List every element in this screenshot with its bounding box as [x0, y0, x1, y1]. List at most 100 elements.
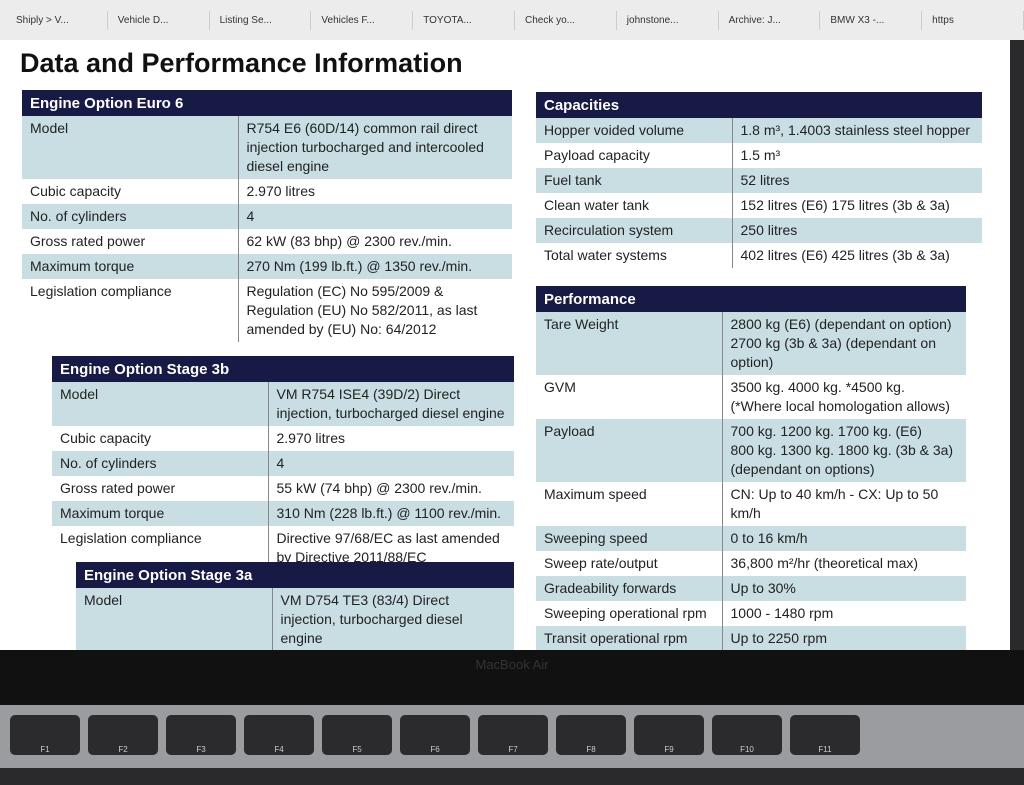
- row-label: Sweep rate/output: [544, 555, 658, 571]
- table-row: Transit operational rpm Up to 2250 rpm: [536, 626, 966, 650]
- table-heading-blank: [722, 286, 966, 312]
- table-row: Model VM D754 TE3 (83/4) Direct injection…: [76, 588, 514, 650]
- table-row: Recirculation system 250 litres: [536, 218, 982, 243]
- row-label: Payload: [536, 419, 722, 482]
- row-value: 152 litres (E6) 175 litres (3b & 3a): [731, 193, 982, 218]
- browser-tab[interactable]: Archive: J...: [723, 10, 821, 30]
- table-row: Cubic capacity 2.970 litres: [22, 179, 512, 204]
- browser-tab[interactable]: Check yo...: [519, 10, 617, 30]
- bezel: MacBook Air: [0, 650, 1024, 705]
- spec-table: Performance Tare Weight 2800 kg (E6) (depe…: [536, 286, 966, 650]
- table-heading: Engine Option Stage 3a: [76, 562, 272, 588]
- key: F5: [322, 715, 392, 755]
- browser-tab[interactable]: Vehicle D...: [112, 10, 210, 30]
- table-row: Maximum speed CN: Up to 40 km/h - CX: Up …: [536, 482, 966, 526]
- row-label: Model: [76, 588, 272, 650]
- row-value: CN: Up to 40 km/h - CX: Up to 50 km/h: [721, 482, 966, 526]
- key: F3: [166, 715, 236, 755]
- browser-tab[interactable]: johnstone...: [621, 10, 719, 30]
- table-row: Gross rated power 62 kW (83 bhp) @ 2300 r…: [22, 229, 512, 254]
- header-row: Performance: [536, 286, 966, 312]
- header-row: Engine Option Euro 6: [22, 90, 512, 116]
- row-label: Total water systems: [544, 247, 667, 263]
- row-label: Legislation compliance: [30, 283, 172, 299]
- value-line: 800 kg. 1300 kg. 1800 kg. (3b & 3a): [730, 442, 954, 458]
- table-heading-blank: [238, 90, 512, 116]
- table-heading: Engine Option Stage 3b: [52, 356, 268, 382]
- spec-table: Engine Option Euro 6 Model R754 E6 (60D/14…: [22, 90, 512, 342]
- table-heading-blank: [268, 356, 514, 382]
- row-label: Recirculation system: [536, 218, 732, 243]
- header-row: Engine Option Stage 3b: [52, 356, 514, 382]
- row-label: Transit operational rpm: [536, 626, 722, 650]
- row-label: No. of cylinders: [22, 204, 238, 229]
- key: F6: [400, 715, 470, 755]
- tab-bar: Shiply > V... Vehicle D... Listing Se... Ve…: [0, 0, 1024, 40]
- row-value: 4: [267, 451, 514, 476]
- row-value: Regulation (EC) No 595/2009 & Regulation…: [237, 279, 512, 342]
- row-value: VM R754 ISE4 (39D/2) Direct injection, t…: [267, 382, 514, 426]
- row-label: Gross rated power: [30, 233, 146, 249]
- row-value: 250 litres: [731, 218, 982, 243]
- row-value: 52 litres: [731, 168, 982, 193]
- table-row: No. of cylinders 4: [22, 204, 512, 229]
- table-row: Model R754 E6 (60D/14) common rail direct…: [22, 116, 512, 179]
- row-label: Clean water tank: [544, 197, 650, 213]
- row-value: 1000 - 1480 rpm: [721, 601, 966, 626]
- browser-tab[interactable]: https: [926, 10, 1024, 30]
- table-row: Hopper voided volume 1.8 m³, 1.4003 stain…: [536, 118, 982, 143]
- keyboard: F1 F2 F3 F4 F5 F6 F7 F8 F9 F10 F11: [0, 705, 1024, 768]
- value-line: 3500 kg. 4000 kg. *4500 kg.: [730, 379, 905, 395]
- row-value: 55 kW (74 bhp) @ 2300 rev./min.: [267, 476, 514, 501]
- browser-tab[interactable]: BMW X3 -...: [824, 10, 923, 30]
- row-label: Model: [22, 116, 238, 179]
- value-line: 700 kg. 1200 kg. 1700 kg. (E6): [730, 423, 922, 439]
- table-heading: Performance: [536, 286, 722, 312]
- row-value: Up to 2250 rpm: [721, 626, 966, 650]
- row-value: 1.5 m³: [731, 143, 982, 168]
- row-label: Sweeping speed: [536, 526, 722, 551]
- row-value: R754 E6 (60D/14) common rail direct inje…: [237, 116, 512, 179]
- table-row: Clean water tank 152 litres (E6) 175 litr…: [536, 193, 982, 218]
- header-row: Engine Option Stage 3a: [76, 562, 514, 588]
- table-row: Payload capacity 1.5 m³: [536, 143, 982, 168]
- row-value: VM D754 TE3 (83/4) Direct injection, tur…: [271, 588, 514, 650]
- table-row: Legislation compliance Regulation (EC) No…: [22, 279, 512, 342]
- table-heading-blank: [732, 92, 982, 118]
- table-row: No. of cylinders 4: [52, 451, 514, 476]
- key: F4: [244, 715, 314, 755]
- key: F8: [556, 715, 626, 755]
- key: F10: [712, 715, 782, 755]
- row-value: Up to 30%: [721, 576, 966, 601]
- table-row: Fuel tank 52 litres: [536, 168, 982, 193]
- spec-table: Capacities Hopper voided volume 1.8 m³, 1.…: [536, 92, 982, 268]
- browser-tab[interactable]: Shiply > V...: [10, 10, 108, 30]
- browser-tab[interactable]: TOYOTA...: [417, 10, 515, 30]
- table-row: Total water systems 402 litres (E6) 425 l…: [536, 243, 982, 268]
- row-label: No. of cylinders: [52, 451, 268, 476]
- document: Data and Performance Information Engine …: [0, 40, 1010, 650]
- table-row: Sweeping operational rpm 1000 - 1480 rpm: [536, 601, 966, 626]
- row-label: Cubic capacity: [60, 430, 152, 446]
- row-label: Gradeability forwards: [536, 576, 722, 601]
- row-value: 0 to 16 km/h: [721, 526, 966, 551]
- row-label: Maximum speed: [544, 486, 647, 502]
- browser-tab[interactable]: Vehicles F...: [315, 10, 414, 30]
- row-value: 270 Nm (199 lb.ft.) @ 1350 rev./min.: [237, 254, 512, 279]
- table-heading-blank: [272, 562, 514, 588]
- table-row: Sweeping speed 0 to 16 km/h: [536, 526, 966, 551]
- browser-tab[interactable]: Listing Se...: [214, 10, 312, 30]
- table-row: Gross rated power 55 kW (74 bhp) @ 2300 r…: [52, 476, 514, 501]
- value-line: (dependant on options): [730, 461, 875, 477]
- header-row: Capacities: [536, 92, 982, 118]
- row-label: Model: [52, 382, 268, 426]
- row-value: 36,800 m²/hr (theoretical max): [721, 551, 966, 576]
- row-label: Tare Weight: [536, 312, 722, 375]
- row-value: 402 litres (E6) 425 litres (3b & 3a): [731, 243, 982, 268]
- table-row: Payload 700 kg. 1200 kg. 1700 kg. (E6) 800…: [536, 419, 966, 482]
- table-row: GVM 3500 kg. 4000 kg. *4500 kg. (*Where lo…: [536, 375, 966, 419]
- table-row: Model VM R754 ISE4 (39D/2) Direct injecti…: [52, 382, 514, 426]
- row-label: Maximum torque: [22, 254, 238, 279]
- spec-table: Engine Option Stage 3b Model VM R754 ISE4 …: [52, 356, 514, 570]
- table-row: Maximum torque 270 Nm (199 lb.ft.) @ 1350…: [22, 254, 512, 279]
